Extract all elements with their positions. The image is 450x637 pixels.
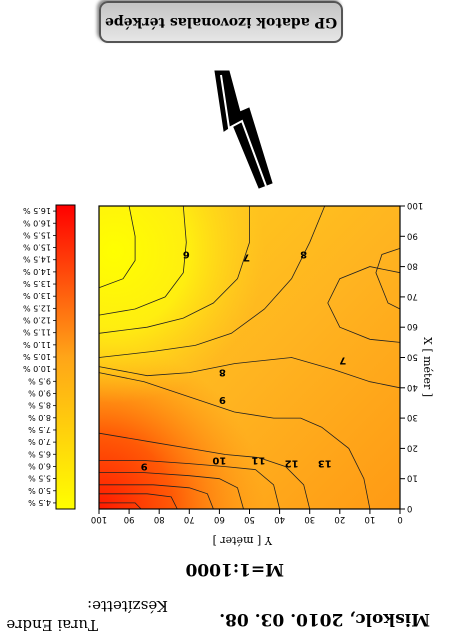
- x-tick-label: 10: [364, 514, 375, 524]
- colorbar-label: 15.0 %: [23, 243, 51, 252]
- contour-line: [98, 357, 401, 389]
- y-tick-label: 100: [407, 200, 423, 210]
- x-tick-label: 90: [124, 514, 135, 524]
- y-tick-label: 60: [407, 321, 418, 331]
- contour-line: [98, 206, 250, 334]
- contour-line: [99, 502, 142, 510]
- contour-line: [99, 472, 244, 510]
- colorbar-label: 16.5 %: [23, 206, 51, 215]
- x-tick-label: 20: [334, 514, 345, 524]
- contour-label: 12: [285, 458, 299, 469]
- caption-text: GP adatok izovonalas térképe: [104, 14, 338, 30]
- colorbar-label: 11.0 %: [23, 340, 51, 349]
- x-tick-label: 100: [91, 514, 107, 524]
- colorbar-label: 14.0 %: [23, 267, 51, 276]
- colorbar-label: 7.0 %: [28, 437, 51, 446]
- colorbar-gradient: [55, 204, 76, 510]
- colorbar-labels: 4.5 % 5.0 % 5.5 % 6.0 % 6.5 % 7.0 % 7.5 % 8.0 %…: [23, 206, 56, 507]
- colorbar-label: 13.0 %: [23, 291, 51, 300]
- contour-label: 6: [183, 248, 190, 259]
- colorbar-label: 4.5 %: [28, 498, 51, 507]
- contour-line: [98, 432, 311, 510]
- colorbar: 4.5 % 5.0 % 5.5 % 6.0 % 6.5 % 7.0 % 7.5 % 8.0 %…: [23, 204, 76, 510]
- colorbar-label: 7.5 %: [28, 425, 51, 434]
- colorbar-label: 8.0 %: [28, 413, 51, 422]
- x-tick-label: 30: [304, 514, 315, 524]
- contour-label: 8: [219, 367, 226, 378]
- colorbar-label: 13.5 %: [23, 279, 51, 288]
- x-tick-label: 0: [397, 514, 402, 524]
- contour-label: 7: [339, 355, 346, 366]
- contour-label: 7: [243, 252, 250, 263]
- x-tick-label: 70: [184, 514, 195, 524]
- y-axis-ticks: 0 10 20 30 40 50 60 70 80 90 100: [400, 200, 423, 513]
- x-tick-label: 50: [244, 514, 255, 524]
- heatmap-cool-region: [99, 206, 400, 509]
- contour-line: [98, 372, 371, 510]
- x-tick-label: 80: [154, 514, 165, 524]
- colorbar-label: 12.0 %: [23, 316, 51, 325]
- colorbar-label: 12.5 %: [23, 303, 51, 312]
- colorbar-label: 10.5 %: [23, 352, 51, 361]
- contour-label: 10: [212, 455, 226, 466]
- contour-line: [99, 484, 214, 510]
- colorbar-label: 5.0 %: [28, 486, 51, 495]
- contour-label: 13: [318, 458, 332, 469]
- x-tick-label: 40: [274, 514, 285, 524]
- contour-line: [98, 205, 187, 316]
- contour-line: [327, 266, 401, 343]
- contour-labels: 6 7 8 8 9 9 10 11 12 13 7: [141, 248, 347, 471]
- colorbar-label: 15.5 %: [23, 230, 51, 239]
- contour-line: [375, 248, 401, 310]
- y-tick-label: 50: [407, 352, 418, 362]
- colorbar-label: 10.0 %: [23, 364, 51, 373]
- y-tick-label: 40: [407, 382, 418, 392]
- contour-line: [98, 205, 136, 289]
- contour-lines: [98, 205, 401, 510]
- y-tick-label: 30: [407, 412, 418, 422]
- colorbar-label: 11.5 %: [23, 328, 51, 337]
- contour-label: 9: [219, 394, 226, 405]
- contour-label: 8: [300, 248, 307, 259]
- y-tick-label: 20: [407, 442, 418, 452]
- lightning-arrow-icon: [214, 70, 273, 189]
- contour-line: [98, 205, 326, 358]
- colorbar-label: 16.0 %: [23, 218, 51, 227]
- caption-box: GP adatok izovonalas térképe: [99, 1, 343, 43]
- y-tick-label: 10: [407, 473, 418, 483]
- contour-label: 9: [141, 461, 148, 472]
- contour-line: [99, 460, 280, 510]
- colorbar-label: 8.5 %: [28, 401, 51, 410]
- contour-line: [99, 493, 178, 510]
- x-axis-ticks: 0 10 20 30 40 50 60 70 80 90 100: [91, 509, 403, 524]
- y-tick-label: 70: [407, 291, 418, 301]
- x-tick-label: 60: [214, 514, 225, 524]
- contour-label: 11: [252, 455, 266, 466]
- colorbar-label: 5.5 %: [28, 474, 51, 483]
- colorbar-label: 6.0 %: [28, 461, 51, 470]
- y-tick-label: 0: [407, 503, 412, 513]
- colorbar-label: 9.0 %: [28, 388, 51, 397]
- y-tick-label: 90: [407, 230, 418, 240]
- colorbar-label: 9.5 %: [28, 376, 51, 385]
- colorbar-label: 14.5 %: [23, 255, 51, 264]
- y-tick-label: 80: [407, 261, 418, 271]
- colorbar-label: 6.5 %: [28, 449, 51, 458]
